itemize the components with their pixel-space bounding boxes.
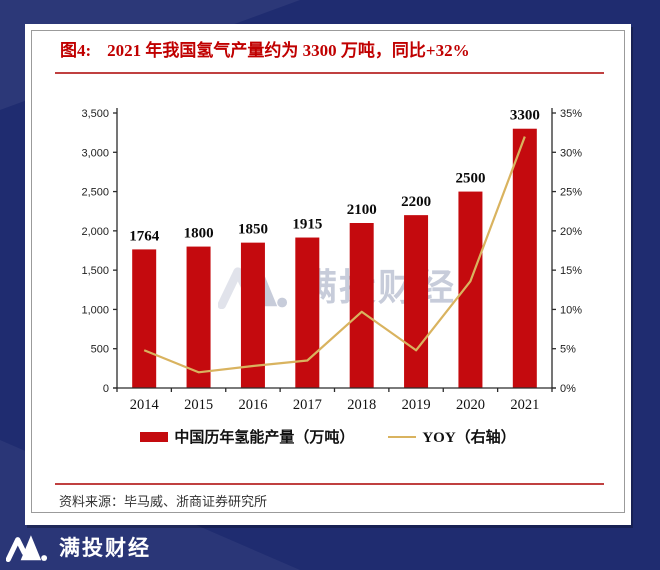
bar-2016 (240, 242, 265, 388)
bar-value-label: 1850 (238, 222, 268, 238)
x-axis-year-label: 2019 (402, 397, 431, 413)
bar-2018 (349, 223, 374, 388)
right-axis-tick-label: 35% (560, 108, 582, 120)
bar-2017 (295, 237, 320, 388)
figure-card: 图4: 2021 年我国氢气产量约为 3300 万吨，同比+32% 满投财经 17… (25, 24, 631, 525)
x-axis-year-label: 2018 (347, 397, 376, 413)
legend-item-yoy: YOY（右轴） (388, 426, 516, 447)
x-axis-year-label: 2014 (130, 397, 160, 413)
left-axis-tick-label: 1,500 (81, 265, 109, 277)
figure-number: 图4: (60, 41, 92, 60)
chart-area: 满投财经 1764 1800 1850 1915 2100 2200 2500 3300 3,5… (60, 85, 600, 429)
bar-value-label: 3300 (510, 108, 540, 124)
bar-2019 (404, 215, 429, 388)
yoy-line (143, 136, 526, 374)
x-axis-year-label: 2021 (510, 397, 539, 413)
right-axis-tick-label: 5% (560, 344, 576, 356)
right-axis-tick-label: 30% (560, 147, 582, 159)
legend-item-production: 中国历年氢能产量（万吨） (140, 426, 354, 447)
bar-value-label: 1800 (184, 226, 214, 242)
bar-value-label: 1915 (292, 217, 322, 233)
left-axis-tick-label: 0 (103, 383, 109, 395)
bar-value-label: 1764 (129, 228, 160, 244)
right-axis-tick-label: 0% (560, 383, 576, 395)
brand-footer: 满投财经 (6, 530, 151, 564)
bar-2014 (132, 249, 157, 388)
source-divider (55, 483, 604, 485)
x-axis-year-label: 2015 (184, 397, 213, 413)
figure-card-border: 图4: 2021 年我国氢气产量约为 3300 万吨，同比+32% 满投财经 17… (31, 30, 625, 513)
left-axis-tick-label: 2,500 (81, 187, 109, 199)
legend-label-yoy: YOY（右轴） (422, 430, 516, 446)
bar-2020 (458, 191, 483, 388)
bar-swatch (140, 431, 169, 442)
right-axis-tick-label: 25% (560, 187, 582, 199)
bar-value-label: 2100 (347, 202, 377, 218)
title-divider (55, 72, 604, 74)
figure-title: 图4: 2021 年我国氢气产量约为 3300 万吨，同比+32% (60, 39, 470, 63)
left-axis-tick-label: 1,000 (81, 304, 109, 316)
source-text: 资料来源：毕马威、浙商证券研究所 (59, 494, 268, 509)
right-axis-tick-label: 10% (560, 304, 582, 316)
left-axis-tick-label: 500 (91, 344, 109, 356)
x-axis-year-label: 2020 (456, 397, 485, 413)
chart-legend: 中国历年氢能产量（万吨） YOY（右轴） (32, 426, 624, 447)
brand-logo-icon (6, 535, 48, 563)
legend-label-production: 中国历年氢能产量（万吨） (174, 430, 355, 446)
bar-value-label: 2200 (401, 194, 431, 210)
left-axis-tick-label: 3,500 (81, 108, 109, 120)
bar-2021 (512, 128, 537, 388)
x-axis-year-label: 2016 (238, 397, 267, 413)
bar-value-label: 2500 (455, 171, 485, 187)
right-axis-tick-label: 20% (560, 226, 582, 238)
line-swatch (388, 435, 417, 438)
brand-name: 满投财经 (59, 537, 151, 560)
bar-2015 (186, 246, 211, 388)
x-axis-year-label: 2017 (293, 397, 322, 413)
watermark-text: 满投财经 (300, 268, 456, 309)
left-axis-tick-label: 2,000 (81, 226, 109, 238)
left-axis-tick-label: 3,000 (81, 147, 109, 159)
figure-title-text: 2021 年我国氢气产量约为 3300 万吨，同比+32% (107, 41, 470, 60)
right-axis-tick-label: 15% (560, 265, 582, 277)
production-yoy-chart: 1764 1800 1850 1915 2100 2200 2500 3300 3,500 3,0… (81, 108, 582, 413)
